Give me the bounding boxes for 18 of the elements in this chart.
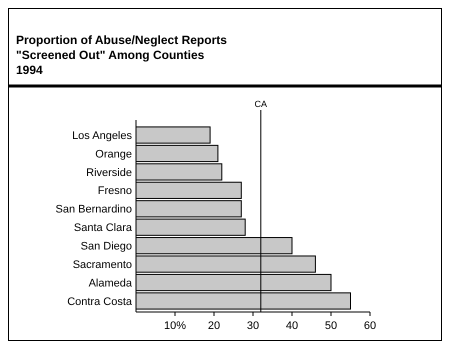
y-tick-label: Sacramento — [72, 258, 132, 271]
y-tick-label: Riverside — [86, 166, 132, 179]
y-tick-label: Orange — [95, 148, 132, 160]
x-tick-label: 20 — [208, 320, 220, 332]
x-tick-label: 60 — [364, 320, 376, 332]
ref-line-label: CA — [254, 99, 268, 109]
y-tick-label: San Diego — [80, 240, 132, 253]
y-tick-label: Contra Costa — [67, 296, 133, 308]
x-tick-label: 30 — [246, 320, 260, 332]
y-tick-label: Alameda — [88, 277, 133, 290]
y-tick-label: Fresno — [98, 185, 132, 198]
x-tick-label: 10% — [164, 320, 186, 332]
y-tick-label: Santa Clara — [74, 222, 133, 234]
x-tick-label: 50 — [324, 320, 338, 332]
y-tick-label: Los Angeles — [72, 130, 132, 142]
y-tick-label: San Bernardino — [56, 204, 132, 216]
x-tick-label: 40 — [286, 320, 298, 332]
chart-title: Proportion of Abuse/Neglect Reports "Screened Out" Among Counties 1994 — [16, 33, 228, 77]
